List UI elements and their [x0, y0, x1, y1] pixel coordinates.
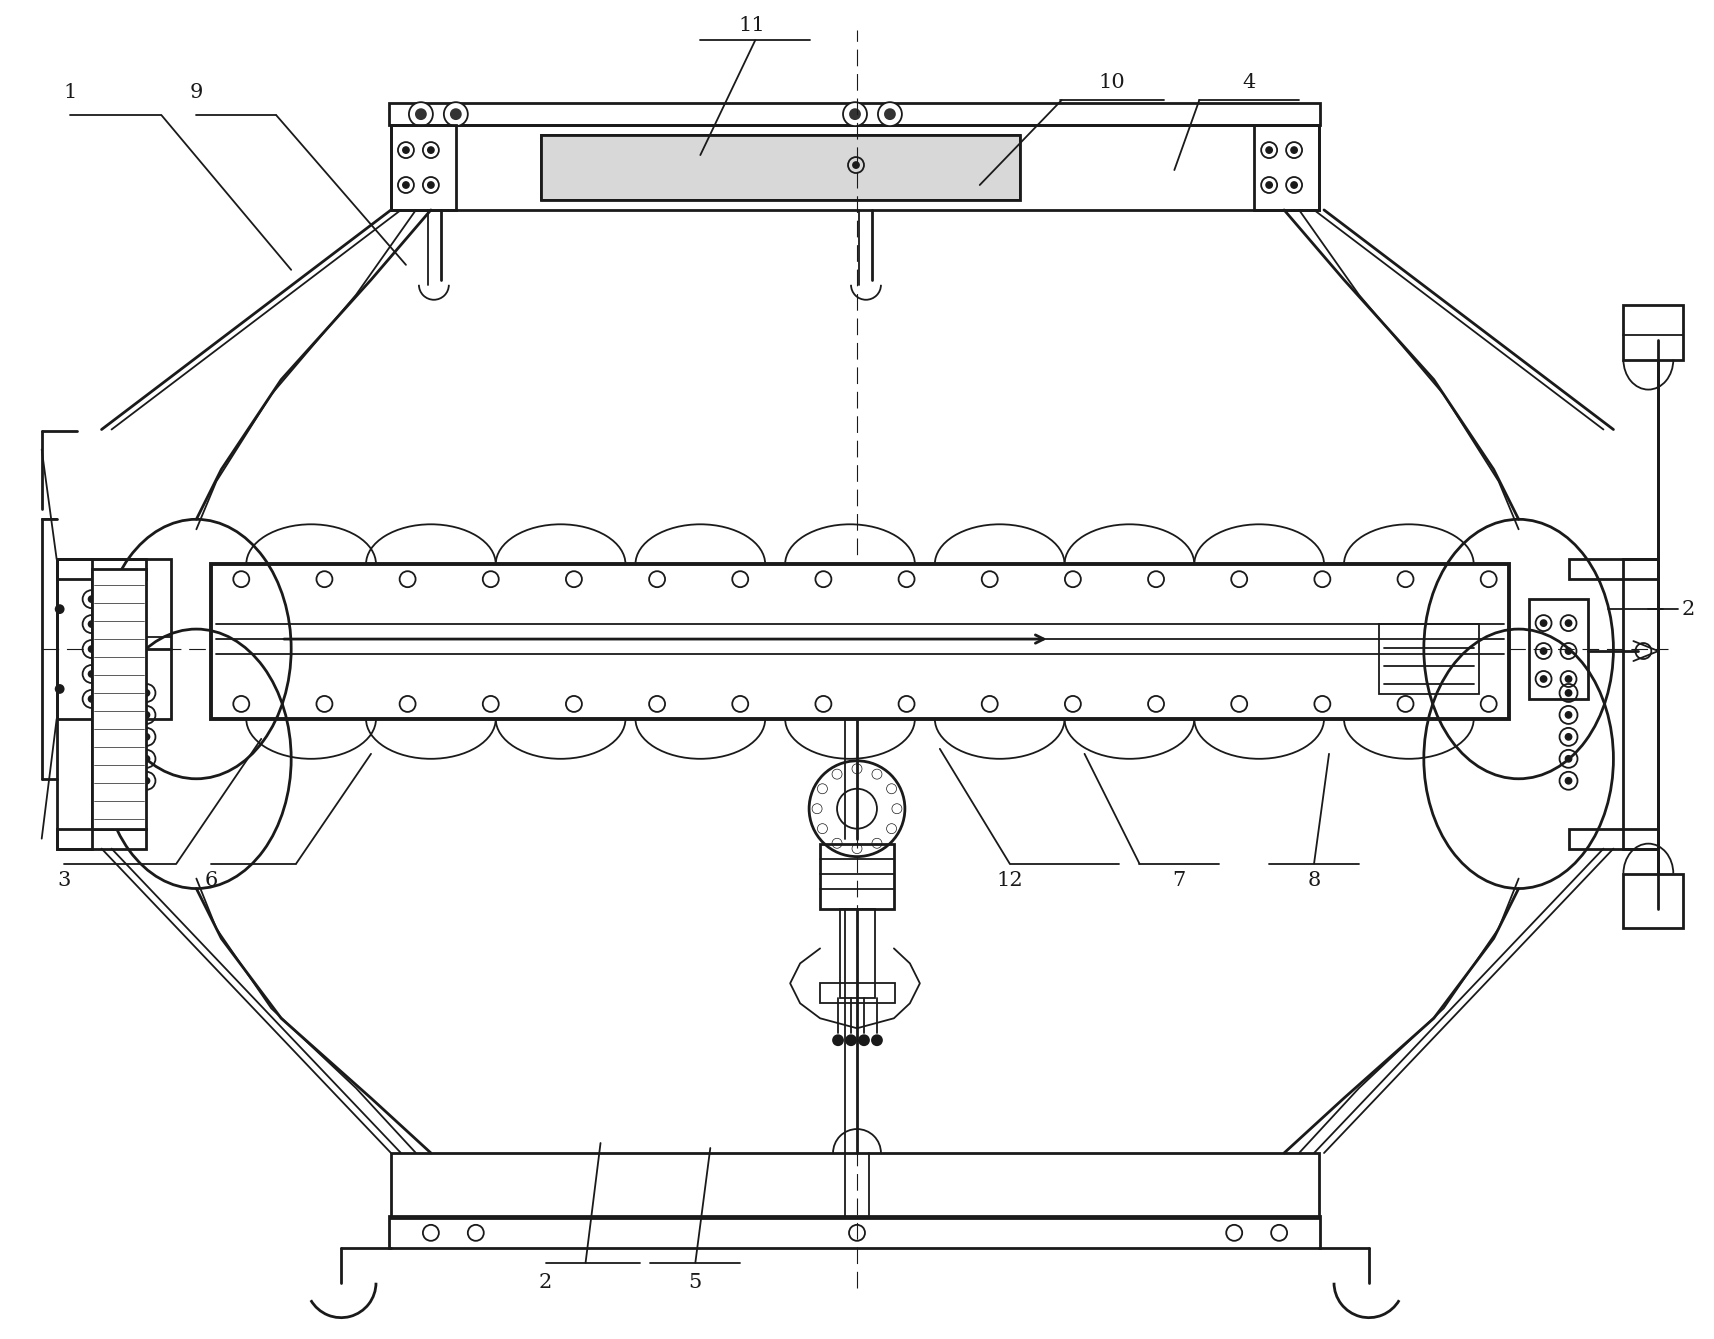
Text: 11: 11: [739, 16, 766, 35]
Bar: [540, 135, 1020, 200]
Bar: [1568, 560, 1659, 580]
Circle shape: [1565, 676, 1572, 682]
Text: 3: 3: [57, 872, 70, 890]
Circle shape: [878, 102, 902, 126]
Circle shape: [451, 110, 461, 119]
Circle shape: [113, 596, 120, 603]
Bar: [840, 908, 874, 999]
Circle shape: [833, 1035, 843, 1046]
Circle shape: [1565, 690, 1572, 696]
Bar: [391, 125, 456, 210]
Circle shape: [89, 621, 94, 627]
Circle shape: [113, 621, 120, 627]
Circle shape: [850, 110, 860, 119]
Circle shape: [1565, 712, 1572, 718]
Circle shape: [854, 162, 859, 167]
Circle shape: [144, 755, 149, 762]
Circle shape: [1541, 620, 1546, 627]
Circle shape: [1565, 778, 1572, 783]
Circle shape: [89, 671, 94, 678]
Circle shape: [872, 1035, 883, 1046]
Text: 9: 9: [190, 83, 202, 102]
Circle shape: [144, 778, 149, 783]
Circle shape: [1565, 648, 1572, 653]
Bar: [540, 135, 1020, 200]
Circle shape: [113, 645, 120, 652]
Bar: [389, 1216, 1320, 1248]
Text: 2: 2: [538, 1273, 552, 1292]
Circle shape: [1565, 620, 1572, 627]
Text: 8: 8: [1308, 872, 1321, 890]
Circle shape: [444, 102, 468, 126]
Circle shape: [89, 596, 94, 603]
Bar: [57, 560, 91, 849]
Text: 4: 4: [1243, 72, 1256, 91]
Circle shape: [113, 671, 120, 678]
Circle shape: [1291, 147, 1297, 153]
Text: 7: 7: [1172, 872, 1186, 890]
Bar: [1529, 599, 1589, 699]
Bar: [391, 125, 1320, 210]
Bar: [391, 1153, 1320, 1218]
Bar: [1568, 829, 1659, 849]
Bar: [819, 844, 895, 908]
Text: 10: 10: [1099, 72, 1124, 91]
Circle shape: [113, 696, 120, 702]
Circle shape: [410, 102, 434, 126]
Circle shape: [847, 1035, 855, 1046]
Circle shape: [1267, 147, 1272, 153]
Circle shape: [144, 712, 149, 718]
Circle shape: [1267, 182, 1272, 187]
Circle shape: [403, 182, 410, 187]
Circle shape: [417, 110, 425, 119]
Bar: [91, 569, 146, 829]
Circle shape: [1541, 676, 1546, 682]
Circle shape: [144, 690, 149, 696]
Circle shape: [403, 147, 410, 153]
Bar: [211, 564, 1508, 719]
Circle shape: [843, 102, 867, 126]
Circle shape: [1565, 755, 1572, 762]
Circle shape: [1541, 648, 1546, 653]
Bar: [1255, 125, 1320, 210]
Circle shape: [89, 645, 94, 652]
Circle shape: [884, 110, 895, 119]
Bar: [1623, 560, 1659, 849]
Bar: [57, 560, 171, 719]
Circle shape: [428, 147, 434, 153]
Text: 12: 12: [996, 872, 1023, 890]
Bar: [819, 983, 895, 1003]
Text: 6: 6: [204, 872, 218, 890]
Circle shape: [859, 1035, 869, 1046]
Circle shape: [1565, 734, 1572, 740]
Bar: [389, 103, 1320, 125]
Bar: [1623, 305, 1683, 360]
Circle shape: [428, 182, 434, 187]
Bar: [1623, 873, 1683, 928]
Bar: [57, 560, 146, 580]
Circle shape: [1291, 182, 1297, 187]
Circle shape: [89, 696, 94, 702]
Bar: [57, 829, 146, 849]
Text: 5: 5: [689, 1273, 703, 1292]
Text: 2: 2: [1681, 600, 1695, 619]
Circle shape: [55, 686, 63, 694]
Text: 1: 1: [63, 83, 77, 102]
Bar: [1380, 624, 1479, 694]
Circle shape: [144, 734, 149, 740]
Circle shape: [55, 605, 63, 613]
